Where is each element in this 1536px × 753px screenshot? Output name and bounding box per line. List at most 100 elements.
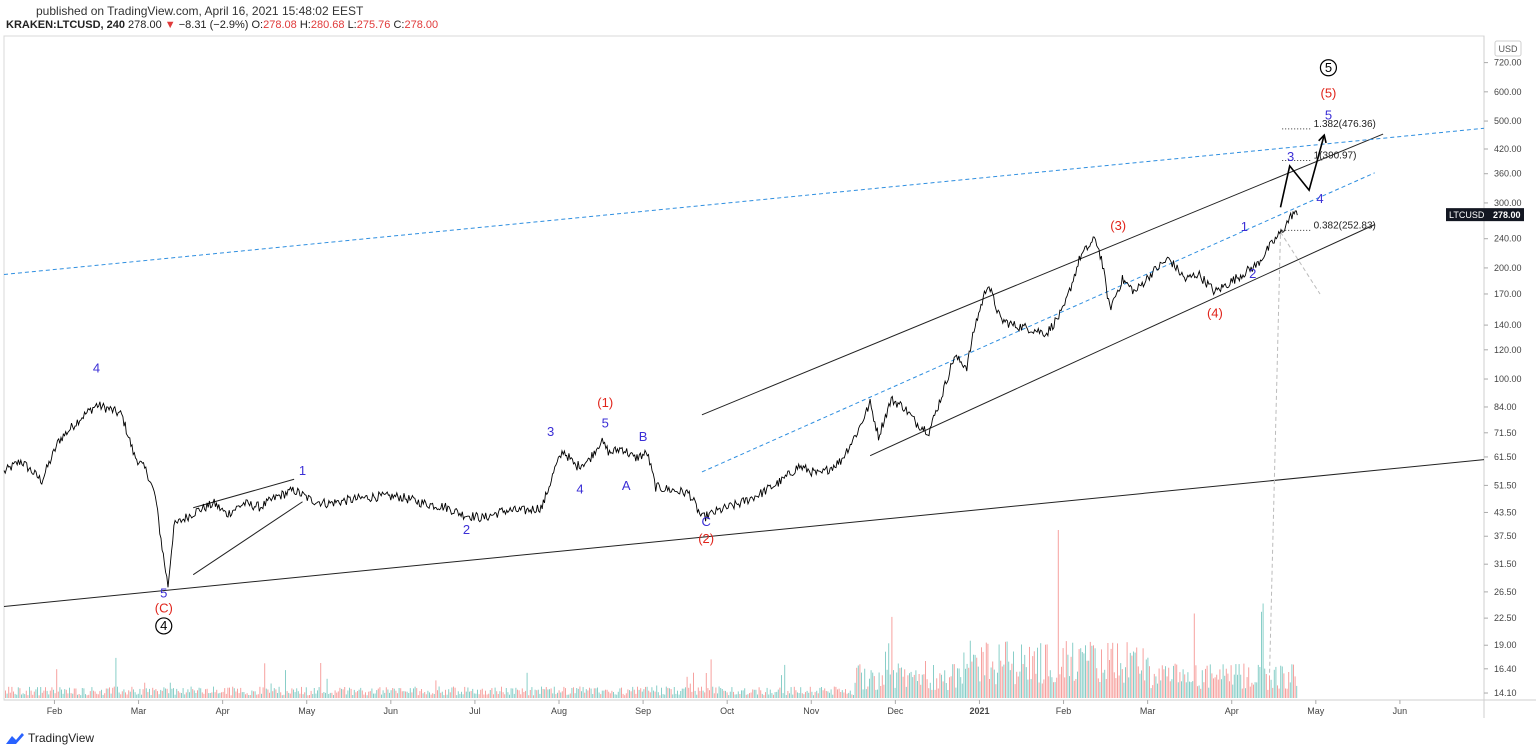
volume-bar <box>550 688 552 698</box>
volume-bar <box>451 687 453 698</box>
volume-bar <box>726 692 728 698</box>
volume-bar <box>557 692 558 698</box>
volume-bar <box>1240 674 1242 698</box>
volume-bar <box>393 688 395 698</box>
volume-bar <box>150 695 152 698</box>
volume-bar <box>368 691 370 698</box>
volume-bar <box>592 694 594 698</box>
volume-bar <box>1121 669 1123 698</box>
volume-bar <box>398 688 400 698</box>
volume-bar <box>873 676 875 698</box>
volume-bar <box>1141 670 1142 698</box>
volume-bar <box>707 688 709 698</box>
volume-bar <box>809 686 811 698</box>
volume-bar <box>585 689 587 698</box>
volume-bar <box>870 670 872 698</box>
volume-bar <box>485 690 486 698</box>
volume-bar <box>792 694 794 698</box>
volume-bar <box>673 687 675 698</box>
volume-bar <box>571 688 573 698</box>
volume-bar <box>1123 682 1125 698</box>
volume-bar <box>8 686 10 698</box>
volume-bar <box>659 695 661 698</box>
projection-guide-line <box>1269 232 1281 673</box>
volume-bar <box>403 691 405 698</box>
volume-bar <box>1046 644 1048 698</box>
volume-bar <box>552 693 554 698</box>
wave-label: 4 <box>93 361 100 376</box>
volume-bar <box>1208 687 1210 698</box>
volume-bar <box>776 691 778 698</box>
volume-bar <box>1230 665 1232 698</box>
volume-bar <box>790 687 792 698</box>
volume-bar <box>245 694 246 698</box>
volume-bar <box>1177 682 1179 698</box>
volume-bar <box>526 672 528 698</box>
volume-bar <box>437 690 438 698</box>
time-tick-label: Dec <box>887 706 904 716</box>
volume-bar <box>1117 643 1118 698</box>
volume-bar <box>1157 683 1158 698</box>
volume-bar <box>1256 682 1258 698</box>
volume-bar <box>5 690 6 698</box>
time-tick-label: Jun <box>384 706 399 716</box>
volume-bar <box>837 689 838 698</box>
volume-bar <box>104 693 106 698</box>
volume-bar <box>581 691 582 698</box>
volume-bar <box>603 690 605 698</box>
volume-bar <box>1070 656 1072 698</box>
wave-label: (2) <box>698 531 714 546</box>
volume-bar <box>70 693 72 698</box>
volume-bar <box>731 687 733 698</box>
volume-bar <box>1077 671 1078 698</box>
volume-bar <box>582 687 584 698</box>
volume-bar <box>1139 673 1141 698</box>
volume-bar <box>881 675 883 698</box>
volume-bar <box>395 690 397 698</box>
volume-bar <box>670 689 672 698</box>
volume-bar <box>1029 646 1030 698</box>
volume-bar <box>521 688 523 698</box>
volume-bar <box>113 686 115 698</box>
volume-bar <box>1294 676 1296 698</box>
volume-bar <box>91 687 93 698</box>
volume-bar <box>6 693 8 698</box>
footer-brand[interactable]: TradingView <box>6 731 94 745</box>
volume-bar <box>633 689 635 698</box>
volume-bar <box>926 679 928 698</box>
volume-bar <box>176 688 178 698</box>
volume-bar <box>958 668 960 698</box>
volume-bar <box>565 688 566 698</box>
volume-bar <box>685 687 686 698</box>
price-axis[interactable]: 720.00 600.00 500.00 420.00 360.00 300.00 240.… <box>1484 58 1522 698</box>
volume-bar <box>171 688 173 698</box>
volume-bar <box>243 692 245 698</box>
price-tick-label: 200.00 <box>1494 263 1522 273</box>
price-tick-label: 140.00 <box>1494 320 1522 330</box>
volume-bar <box>248 695 250 698</box>
volume-bar <box>1179 672 1181 698</box>
volume-bar <box>902 676 904 698</box>
volume-bar <box>739 694 741 698</box>
volume-bar <box>611 690 613 698</box>
volume-bar <box>411 692 413 698</box>
volume-bar <box>1165 666 1166 698</box>
volume-bar <box>1126 642 1128 698</box>
volume-bar <box>713 693 715 698</box>
volume-bar <box>675 693 677 698</box>
volume-bar <box>904 669 906 698</box>
price-tick-label: 51.50 <box>1494 480 1517 490</box>
volume-bar <box>561 691 563 698</box>
currency-badge[interactable]: USD <box>1494 40 1522 57</box>
time-tick-label: Apr <box>1225 706 1239 716</box>
volume-bar <box>1109 660 1110 698</box>
volume-bar <box>45 687 46 698</box>
time-axis[interactable]: Feb Mar Apr May Jun Jul Aug Sep Oct Nov Dec 2021 Feb… <box>47 700 1407 716</box>
price-tick-label: 43.50 <box>1494 507 1517 517</box>
volume-bar <box>712 686 714 698</box>
symbol-name[interactable]: KRAKEN:LTCUSD, 240 <box>6 19 125 31</box>
volume-bar <box>440 692 442 698</box>
volume-bar <box>624 695 626 698</box>
time-tick-label: Mar <box>1140 706 1156 716</box>
